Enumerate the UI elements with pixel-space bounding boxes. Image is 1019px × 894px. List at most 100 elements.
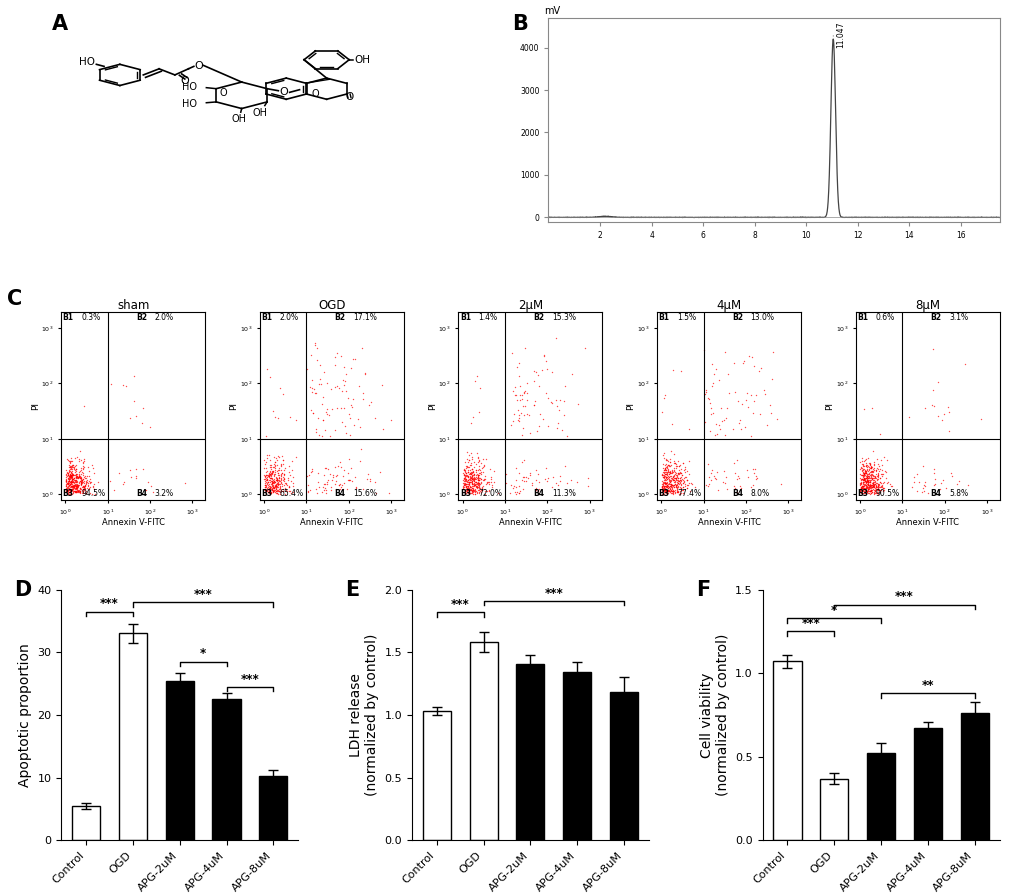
Point [464,472,480,486]
Point [665,456,682,470]
Point [65,479,82,493]
Point [62,461,78,476]
Point [874,480,891,494]
Text: 3.1%: 3.1% [949,314,967,323]
Point [457,477,473,492]
Point [471,477,487,492]
Point [657,460,674,474]
Point [62,468,78,482]
Point [854,457,870,471]
Point [265,474,281,488]
Point [62,459,78,473]
Point [319,376,335,391]
Point [61,470,77,485]
Point [471,479,487,493]
Point [457,468,473,482]
Point [79,473,96,487]
Point [851,462,867,477]
Text: B1: B1 [62,314,73,323]
Point [508,392,525,407]
Point [663,482,680,496]
Point [663,472,680,486]
Point [278,478,294,493]
Point [530,379,546,393]
Point [864,463,880,477]
Point [865,454,881,468]
Point [504,414,521,428]
Point [856,473,872,487]
Point [474,451,490,466]
Point [60,485,76,499]
Point [460,477,476,491]
Point [460,465,476,479]
Point [267,485,283,499]
Point [516,386,532,401]
Point [511,369,527,384]
Point [858,484,874,498]
Point [664,478,681,493]
Point [672,473,688,487]
Point [853,472,869,486]
Point [656,468,673,483]
Point [60,477,76,492]
Point [275,457,291,471]
Point [66,475,83,489]
Point [656,388,673,402]
Point [664,463,681,477]
Point [477,472,493,486]
Point [309,485,325,500]
Point [857,470,873,485]
Point [475,472,491,486]
Point [64,481,81,495]
Point [729,468,745,483]
Point [262,369,278,384]
Point [62,469,78,484]
Point [257,478,273,493]
Point [702,407,718,421]
Point [67,476,84,490]
Point [524,476,540,490]
Point [665,456,682,470]
Point [864,478,880,493]
Point [653,482,669,496]
Point [658,469,675,484]
Point [661,465,678,479]
Point [513,388,529,402]
Point [300,478,316,493]
Point [659,484,676,498]
Point [857,470,873,485]
Point [744,461,760,476]
Point [659,481,676,495]
Point [464,470,480,485]
Point [264,481,280,495]
Point [269,475,285,489]
Point [469,468,485,483]
Point [860,477,876,492]
Point [855,467,871,481]
Point [308,341,324,355]
Point [63,470,79,485]
Point [315,365,331,379]
Point [455,474,472,488]
Point [337,426,354,440]
Point [312,377,328,392]
Point [852,475,868,489]
Point [272,476,288,490]
Point [303,465,319,479]
Point [959,478,975,493]
Point [480,485,496,499]
Point [60,476,76,490]
Point [503,345,520,359]
Point [471,459,487,473]
Point [661,477,678,492]
Point [266,478,282,493]
Point [859,469,875,484]
Point [667,480,684,494]
Point [677,466,693,480]
Point [864,468,880,482]
Point [461,472,477,486]
Point [344,392,361,406]
Point [457,485,473,500]
Point [854,479,870,493]
Point [264,483,280,497]
